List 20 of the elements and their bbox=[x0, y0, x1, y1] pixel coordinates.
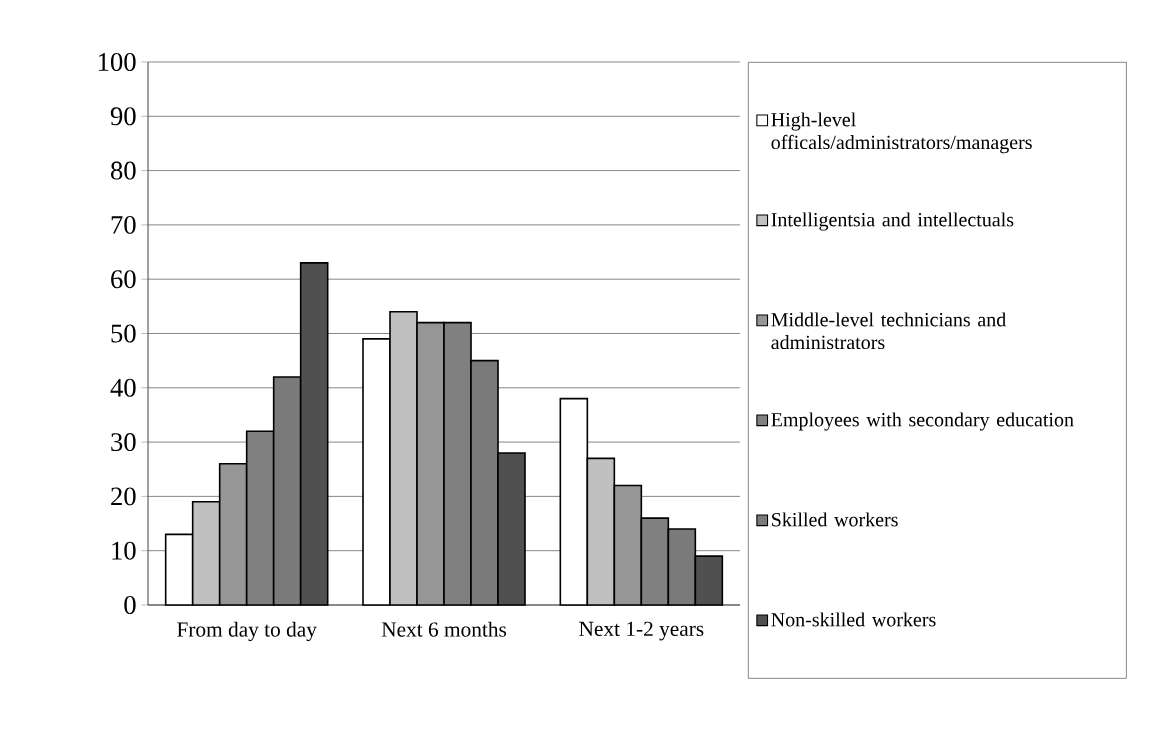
legend-label: Skilled workers bbox=[772, 512, 898, 527]
y-tick-label: 30 bbox=[111, 433, 136, 452]
legend-label: Middle-level technicians and administrators bbox=[771, 312, 1006, 350]
legend-label: Intelligentsia and intellectuals bbox=[771, 212, 1014, 231]
y-tick-label: 0 bbox=[124, 595, 136, 614]
y-tick-label: 90 bbox=[110, 107, 136, 126]
y-tick-label: 40 bbox=[110, 378, 136, 397]
y-tick-label: 80 bbox=[110, 161, 136, 180]
y-tick-label: 60 bbox=[111, 270, 136, 289]
x-tick-label: Next 6 months bbox=[381, 621, 507, 637]
x-tick-label: From day to day bbox=[177, 621, 317, 642]
y-tick-label: 50 bbox=[111, 324, 136, 343]
legend-label: High-level officals/administrators/managers bbox=[771, 112, 1032, 154]
y-tick-label: 100 bbox=[98, 52, 136, 71]
x-tick-label: Next 1-2 years bbox=[579, 621, 704, 641]
legend-label: Employees with secondary education bbox=[771, 412, 1074, 431]
legend-label: Non-skilled workers bbox=[771, 612, 936, 627]
y-tick-label: 20 bbox=[111, 487, 136, 506]
y-tick-label: 10 bbox=[112, 541, 136, 560]
y-tick-label: 70 bbox=[111, 215, 136, 234]
